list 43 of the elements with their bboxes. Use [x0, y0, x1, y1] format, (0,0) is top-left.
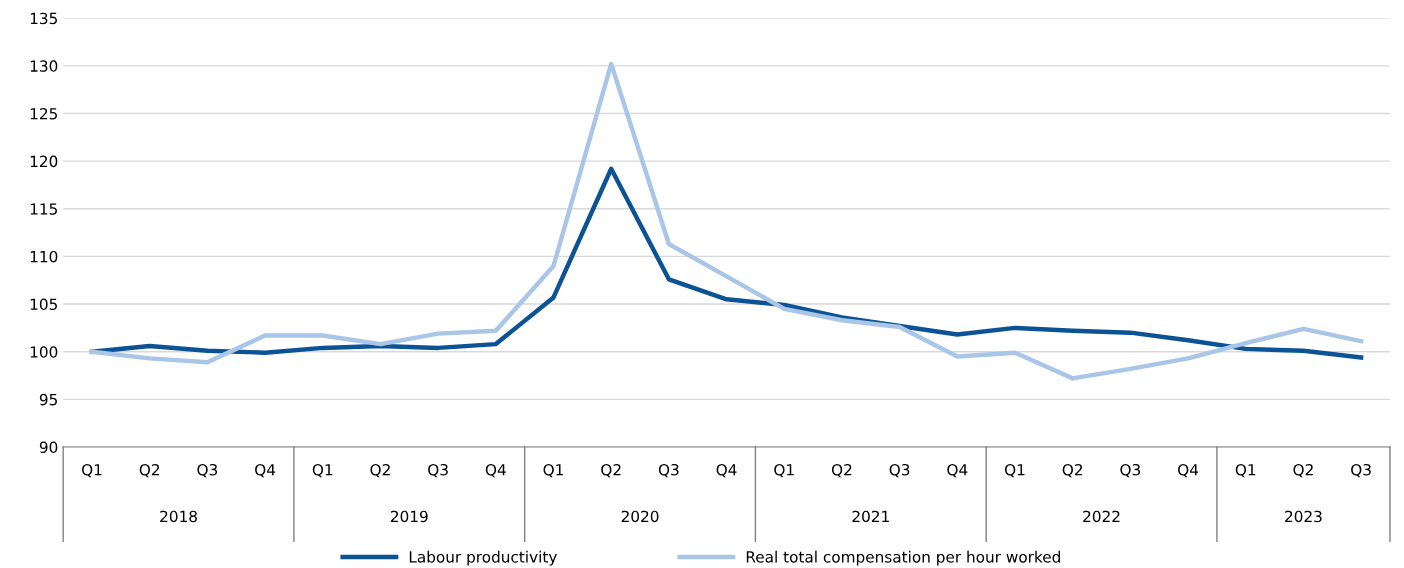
text: 2019 — [390, 510, 428, 523]
text: 2022 — [1083, 510, 1120, 523]
x-tick-label: Q4 — [716, 463, 737, 478]
x-tick-label: Q2 — [139, 463, 160, 478]
x-tick-label: Q2 — [601, 463, 621, 478]
text: 2021 — [852, 510, 889, 523]
text: 2023 — [1285, 510, 1322, 523]
y-tick-label: 130 — [30, 60, 58, 72]
x-tick-label: Q3 — [1351, 463, 1371, 478]
y-tick-label: 100 — [30, 346, 58, 358]
x-tick-label: Q3 — [428, 463, 448, 478]
x-tick-label: Q4 — [947, 463, 968, 478]
x-tick-label: Q1 — [543, 463, 563, 478]
text: 2020 — [621, 510, 659, 523]
x-tick-label: Q3 — [658, 463, 679, 478]
x-tick-label: Q2 — [831, 463, 852, 478]
x-tick-label: Q1 — [82, 463, 102, 478]
x-tick-label: Q1 — [774, 463, 794, 478]
y-tick-label: 125 — [30, 107, 57, 120]
x-tick-label: Q1 — [312, 463, 333, 478]
line-series — [89, 61, 1364, 381]
x-tick-label: Q3 — [197, 463, 218, 478]
legend-label: Real total compensation per hour worked — [746, 550, 1060, 566]
y-tick-label: 110 — [30, 250, 58, 263]
x-tick-label: Q1 — [1004, 463, 1025, 478]
y-tick-label: 120 — [30, 155, 58, 168]
x-tick-label: Q4 — [1178, 463, 1199, 478]
x-tick-label: Q2 — [370, 463, 390, 478]
y-tick-label: 105 — [30, 298, 57, 311]
text: 2018 — [160, 510, 197, 523]
x-tick-label: Q2 — [1062, 463, 1083, 478]
x-tick-label: Q3 — [889, 463, 910, 478]
legend-label: Labour productivity — [409, 550, 557, 566]
x-tick-label: Q1 — [1235, 463, 1256, 478]
x-tick-label: Q3 — [1120, 463, 1141, 478]
y-tick-label: 95 — [39, 393, 57, 406]
x-tick-label: Q4 — [255, 463, 276, 478]
y-tick-label: 115 — [30, 203, 57, 215]
line-series — [89, 166, 1364, 360]
y-tick-label: 135 — [30, 12, 57, 25]
x-tick-label: Q4 — [485, 463, 506, 478]
y-tick-label: 90 — [39, 441, 58, 454]
x-tick-label: Q2 — [1293, 463, 1313, 478]
